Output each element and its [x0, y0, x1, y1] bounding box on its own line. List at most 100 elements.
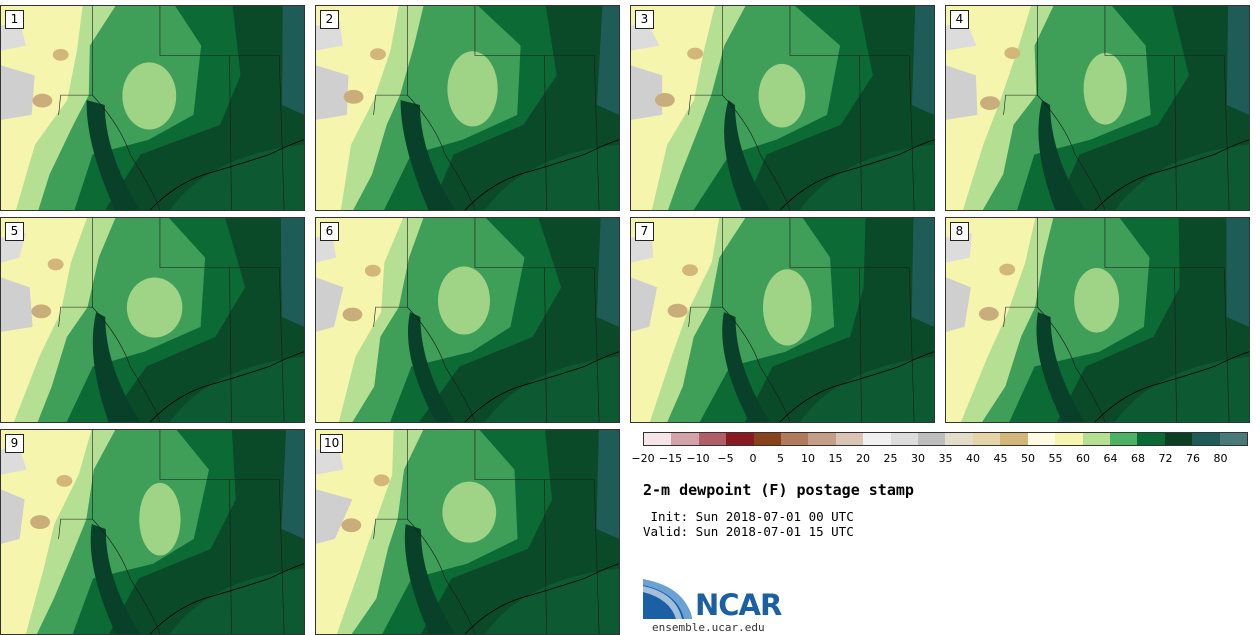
state-border — [722, 306, 791, 422]
field-tan — [999, 263, 1016, 276]
moisture-axis — [1036, 312, 1086, 422]
colorbar-tick-labels: −20 −15 −10 −5 0 5 10 15 20 25 30 35 40 45 50 55 60 64 68 7… — [631, 452, 1248, 466]
colorbar-swatch — [1082, 433, 1110, 445]
colorbar-swatch — [835, 433, 864, 445]
colorbar-tick-label: 25 — [883, 452, 898, 465]
state-border — [1174, 267, 1230, 422]
state-border — [859, 267, 915, 422]
colorbar-tick-label: 35 — [938, 452, 953, 465]
field-gulf — [484, 356, 619, 422]
colorbar-tick-label: 76 — [1186, 452, 1200, 465]
colorbar-tick-label: 40 — [966, 452, 980, 465]
colorbar-tick-label: 10 — [801, 452, 815, 465]
website-label: ensemble.ucar.edu — [652, 621, 765, 634]
field-teal — [911, 218, 934, 327]
colorbar-tick-label: 80 — [1213, 452, 1228, 465]
moisture-axis — [408, 312, 456, 422]
colorbar-swatch — [972, 433, 1001, 445]
field-terrain — [1, 277, 33, 332]
member-number-label: 2 — [320, 10, 339, 29]
state-border — [1104, 6, 1177, 210]
state-border — [1003, 6, 1038, 115]
ensemble-member-map: 7 — [630, 217, 935, 423]
field-gulf — [484, 568, 619, 634]
member-number-label: 6 — [320, 222, 339, 241]
member-number-label: 9 — [5, 434, 24, 453]
state-border — [407, 518, 476, 634]
field-gulf — [169, 568, 304, 634]
state-border — [544, 479, 600, 634]
moisture-axis — [724, 100, 771, 210]
state-border — [789, 6, 862, 210]
field-teal — [597, 6, 619, 115]
colorbar-swatch — [726, 433, 754, 445]
state-border — [58, 6, 93, 115]
state-border — [159, 430, 232, 634]
state-border — [474, 6, 547, 210]
field-terrain — [946, 277, 971, 332]
moisture-axis — [400, 100, 456, 210]
state-border — [474, 218, 547, 422]
state-border — [859, 55, 915, 210]
field-terrain — [316, 277, 344, 332]
state-border — [407, 94, 476, 210]
colorbar-swatch — [698, 433, 727, 445]
moisture-axis — [90, 524, 141, 634]
state-border — [229, 267, 285, 422]
state-border — [58, 218, 93, 327]
coastline — [464, 139, 619, 210]
colorbar-swatch — [753, 433, 782, 445]
colorbar-swatch — [644, 433, 672, 445]
field-gulf — [1114, 144, 1249, 210]
state-border — [688, 6, 723, 115]
field-tan — [978, 306, 999, 321]
state-border — [544, 267, 600, 422]
state-border — [1037, 306, 1106, 422]
state-border — [722, 94, 791, 210]
field-band-55 — [1, 218, 88, 422]
ensemble-member-map: 1 — [0, 5, 305, 211]
colorbar-swatch — [1137, 433, 1165, 445]
field-tan — [343, 89, 364, 104]
field-blob — [122, 62, 177, 130]
coastline — [779, 139, 934, 210]
colorbar-tick-label: 15 — [828, 452, 843, 465]
dewpoint-colorbar — [643, 432, 1248, 446]
colorbar-swatch — [781, 433, 809, 445]
state-border — [407, 306, 476, 422]
colorbar-swatch — [1192, 433, 1220, 445]
coastline — [1094, 139, 1249, 210]
colorbar-tick-label: 72 — [1158, 452, 1173, 465]
state-border — [373, 6, 408, 115]
moisture-axis — [1038, 100, 1086, 210]
colorbar-tick-label: 0 — [749, 452, 757, 465]
field-tan — [32, 93, 53, 108]
field-terrain — [1, 489, 25, 544]
field-blob — [437, 266, 490, 335]
valid-time: Valid: Sun 2018-07-01 15 UTC — [643, 524, 854, 539]
moisture-axis — [722, 312, 771, 422]
member-number-label: 7 — [635, 222, 654, 241]
colorbar-swatch — [945, 433, 973, 445]
colorbar-tick-label: 50 — [1021, 452, 1035, 465]
field-blob — [447, 51, 498, 127]
colorbar-swatch — [1000, 433, 1028, 445]
field-tan — [369, 48, 386, 61]
colorbar-swatch — [918, 433, 946, 445]
moisture-axis — [92, 312, 141, 422]
field-blob — [763, 269, 812, 346]
ensemble-member-map: 9 — [0, 429, 305, 635]
field-terrain — [316, 489, 353, 544]
state-border — [474, 430, 547, 634]
state-border — [373, 218, 408, 327]
colorbar-swatch — [1164, 433, 1193, 445]
state-border — [688, 218, 723, 327]
field-terrain — [946, 65, 978, 120]
colorbar-tick-label: −15 — [658, 452, 683, 465]
state-border — [229, 55, 285, 210]
field-tan — [980, 96, 1000, 111]
colorbar-tick-label: 20 — [856, 452, 870, 465]
colorbar-tick-label: 55 — [1048, 452, 1063, 465]
field-gulf — [1114, 356, 1249, 422]
field-gulf — [799, 144, 934, 210]
